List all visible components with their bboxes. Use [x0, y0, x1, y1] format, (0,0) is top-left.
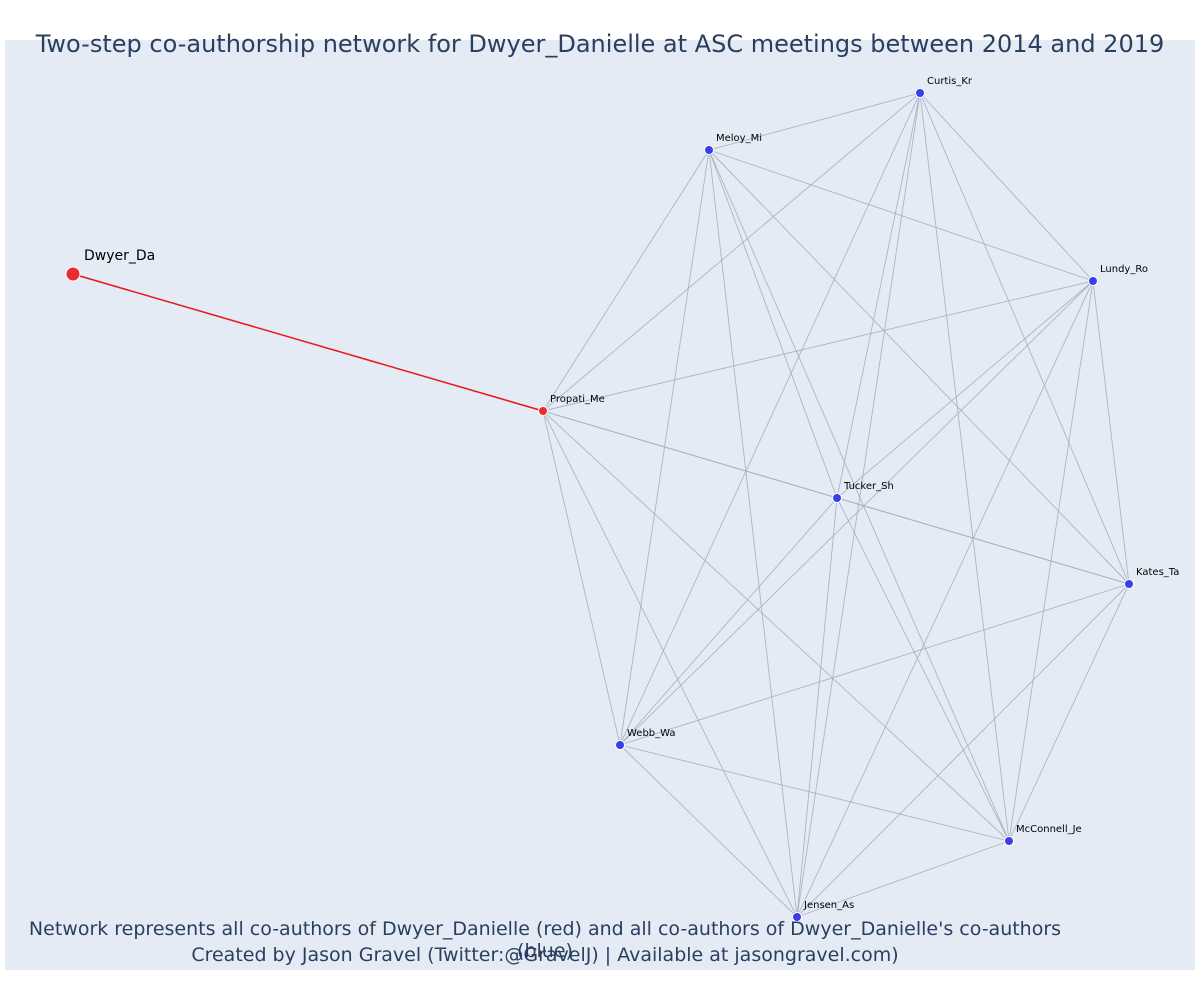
edge-Curtis_Kr-Lundy_Ro [919, 92, 1094, 282]
edge-Lundy_Ro-Tucker_Sh [836, 280, 1094, 499]
edge-Propati_Me-Webb_Wa [542, 410, 621, 746]
node-Meloy_Mi[interactable] [704, 145, 714, 155]
edge-Meloy_Mi-Webb_Wa [619, 149, 710, 746]
node-label-Curtis_Kr: Curtis_Kr [927, 76, 973, 87]
edge-Tucker_Sh-Webb_Wa [619, 497, 838, 746]
edge-Curtis_Kr-Jensen_As [796, 92, 921, 918]
edge-Propati_Me-Lundy_Ro [542, 280, 1094, 412]
node-label-Webb_Wa: Webb_Wa [627, 728, 676, 739]
node-label-Propati_Me: Propati_Me [550, 394, 605, 405]
edge-Curtis_Kr-Meloy_Mi [708, 92, 921, 151]
edge-Lundy_Ro-Webb_Wa [619, 280, 1094, 746]
edge-Lundy_Ro-Kates_Ta [1092, 280, 1130, 585]
edge-Lundy_Ro-Jensen_As [796, 280, 1094, 918]
edge-Curtis_Kr-Tucker_Sh [836, 92, 921, 499]
edge-Meloy_Mi-Tucker_Sh [708, 149, 838, 499]
edge-Meloy_Mi-McConnell_Je [708, 149, 1010, 842]
node-label-Tucker_Sh: Tucker_Sh [843, 481, 894, 492]
edge-Propati_Me-Curtis_Kr [542, 92, 921, 412]
node-Kates_Ta[interactable] [1124, 579, 1134, 589]
edge-Propati_Me-McConnell_Je [542, 410, 1010, 842]
edge-Tucker_Sh-McConnell_Je [836, 497, 1010, 842]
node-Tucker_Sh[interactable] [832, 493, 842, 503]
node-Lundy_Ro[interactable] [1088, 276, 1098, 286]
plot-area [5, 40, 1195, 970]
caption-line-2: Created by Jason Gravel (Twitter:@Gravel… [191, 944, 899, 966]
edges-layer [72, 92, 1130, 918]
node-Jensen_As[interactable] [792, 912, 802, 922]
node-Propati_Me[interactable] [538, 406, 548, 416]
edge-Kates_Ta-McConnell_Je [1008, 583, 1130, 842]
labels-layer: Dwyer_Da Propati_Me Curtis_Kr Meloy_Mi Lundy… [84, 76, 1179, 911]
nodes-layer [65, 88, 1134, 922]
edge-Tucker_Sh-Jensen_As [796, 497, 838, 918]
edge-Meloy_Mi-Lundy_Ro [708, 149, 1094, 282]
edge-Webb_Wa-McConnell_Je [619, 744, 1010, 842]
node-McConnell_Je[interactable] [1004, 836, 1014, 846]
edge-Meloy_Mi-Kates_Ta [708, 149, 1130, 585]
edge-Dwyer_Da-Propati_Me [72, 273, 544, 412]
node-label-Jensen_As: Jensen_As [803, 900, 854, 911]
edge-Propati_Me-Jensen_As [542, 410, 798, 918]
node-label-Kates_Ta: Kates_Ta [1136, 567, 1179, 578]
edge-Propati_Me-Meloy_Mi [542, 149, 710, 412]
node-label-Lundy_Ro: Lundy_Ro [1100, 264, 1148, 275]
node-label-McConnell_Je: McConnell_Je [1016, 824, 1082, 835]
edge-Webb_Wa-Jensen_As [619, 744, 798, 918]
node-Webb_Wa[interactable] [615, 740, 625, 750]
edge-McConnell_Je-Jensen_As [796, 840, 1010, 918]
chart-title: Two-step co-authorship network for Dwyer… [35, 30, 1165, 58]
caption-line-1: Network represents all co-authors of Dwy… [28, 918, 1062, 962]
edge-Kates_Ta-Webb_Wa [619, 583, 1130, 746]
edge-Curtis_Kr-McConnell_Je [919, 92, 1010, 842]
node-Curtis_Kr[interactable] [915, 88, 925, 98]
node-Dwyer_Da[interactable] [65, 266, 81, 282]
edge-Tucker_Sh-Kates_Ta [836, 497, 1130, 585]
edge-Kates_Ta-Jensen_As [796, 583, 1130, 918]
edge-Meloy_Mi-Jensen_As [708, 149, 798, 918]
node-label-Meloy_Mi: Meloy_Mi [716, 133, 762, 144]
node-label-Dwyer_Da: Dwyer_Da [84, 248, 155, 264]
edge-Curtis_Kr-Webb_Wa [619, 92, 921, 746]
